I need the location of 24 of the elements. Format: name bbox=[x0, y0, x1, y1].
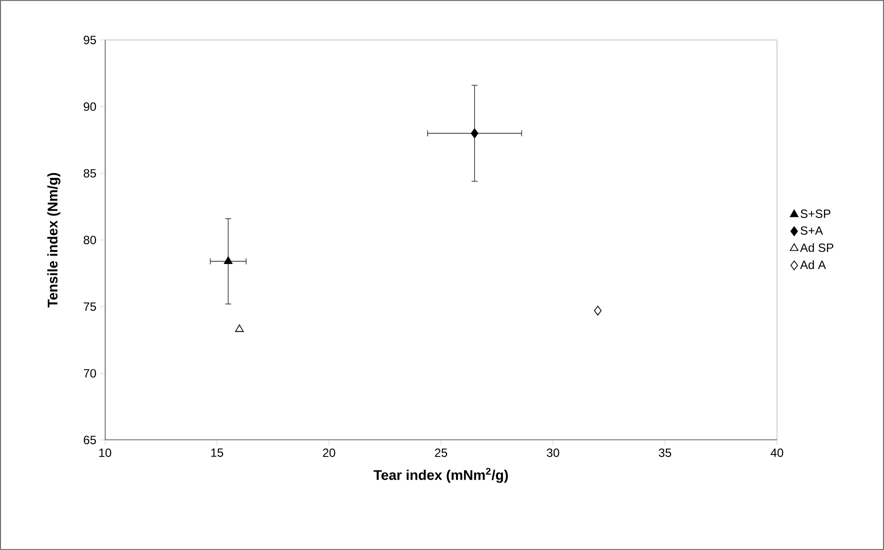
point bbox=[224, 256, 233, 264]
y-tick-label: 65 bbox=[84, 436, 96, 444]
y-tick-label: 70 bbox=[84, 369, 96, 378]
x-tick-label: 30 bbox=[546, 448, 560, 457]
x-tick-label: 25 bbox=[434, 448, 448, 457]
y-tick-label: 75 bbox=[84, 302, 96, 311]
y-tick-label: 95 bbox=[84, 36, 96, 44]
x-tick-label: 35 bbox=[658, 448, 672, 457]
legend-label: Ad A bbox=[800, 260, 826, 270]
x-tick-label: 10 bbox=[99, 448, 112, 457]
y-tick-label: 90 bbox=[84, 102, 96, 111]
legend-label: Ad SP bbox=[800, 243, 834, 252]
point bbox=[470, 128, 478, 138]
point bbox=[594, 306, 602, 316]
legend-label: S+SP bbox=[800, 210, 830, 218]
y-axis-title: Tensile index (Nm/g) bbox=[47, 172, 60, 308]
x-tick-label: 20 bbox=[322, 448, 336, 457]
x-tick-label: 40 bbox=[770, 448, 784, 457]
x-axis-title: Tear index (mNm$^{2}$/g) bbox=[374, 468, 508, 483]
x-tick-label: 15 bbox=[211, 448, 224, 457]
y-tick-label: 80 bbox=[84, 236, 96, 244]
legend-label: S+A bbox=[800, 226, 823, 235]
point bbox=[235, 324, 244, 332]
y-tick-label: 85 bbox=[84, 169, 96, 178]
